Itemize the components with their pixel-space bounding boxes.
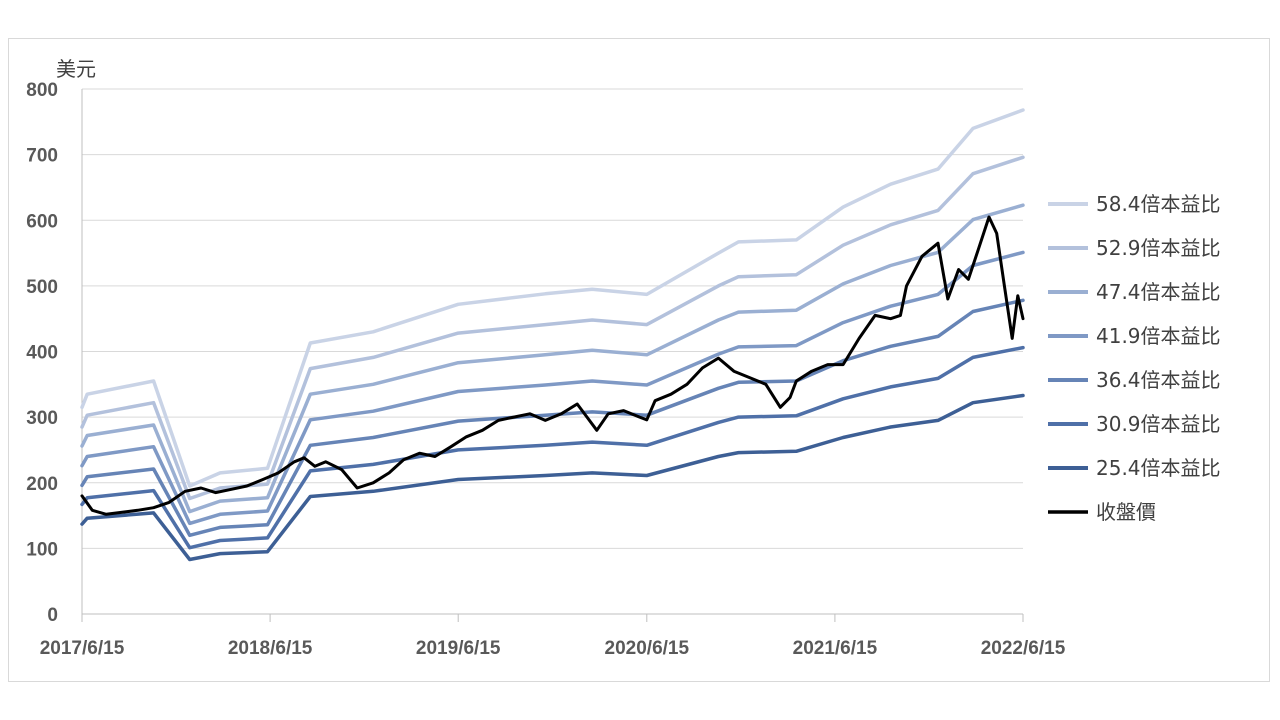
x-tick-label: 2018/6/15 <box>228 638 313 659</box>
legend-label: 58.4倍本益比 <box>1096 192 1221 216</box>
x-axis-ticks: 2017/6/15 2018/6/15 2019/6/15 2020/6/15 2021… <box>40 614 1066 659</box>
x-tick-label: 2021/6/15 <box>793 638 878 659</box>
y-tick-label: 600 <box>26 211 58 232</box>
x-tick-label: 2017/6/15 <box>40 638 125 659</box>
legend-label: 41.9倍本益比 <box>1096 324 1221 348</box>
y-tick-label: 100 <box>26 539 58 560</box>
series-line-pe-band-7 <box>80 393 1025 562</box>
legend-label: 25.4倍本益比 <box>1096 456 1221 480</box>
series-line-pe-band-3 <box>80 203 1025 514</box>
legend-label: 47.4倍本益比 <box>1096 280 1221 304</box>
series-line-pe-band-5 <box>80 298 1025 538</box>
series-line-pe-band-2 <box>80 155 1025 501</box>
series-line-pe-band-4 <box>80 250 1025 526</box>
chart-frame <box>8 38 1270 682</box>
legend-item: 30.9倍本益比 <box>1048 412 1221 436</box>
y-tick-label: 300 <box>26 408 58 429</box>
legend-label: 36.4倍本益比 <box>1096 368 1221 392</box>
legend-label: 30.9倍本益比 <box>1096 412 1221 436</box>
series-lines <box>80 108 1025 562</box>
x-tick-label: 2019/6/15 <box>416 638 501 659</box>
legend-label: 52.9倍本益比 <box>1096 236 1221 260</box>
x-tick-label: 2022/6/15 <box>981 638 1066 659</box>
legend-item: 52.9倍本益比 <box>1048 236 1221 260</box>
legend: 58.4倍本益比 52.9倍本益比 47.4倍本益比 41.9倍本益比 36.4倍本益比… <box>1048 192 1221 524</box>
y-axis-ticks: 0 100 200 300 400 500 600 700 800 <box>26 80 58 626</box>
y-tick-label: 400 <box>26 343 58 364</box>
gridlines <box>82 88 1023 549</box>
legend-item: 25.4倍本益比 <box>1048 456 1221 480</box>
series-line-close-price <box>80 215 1025 516</box>
y-axis-unit-label: 美元 <box>56 57 96 81</box>
y-tick-label: 0 <box>47 605 58 626</box>
legend-item: 收盤價 <box>1048 500 1156 524</box>
x-tick-label: 2020/6/15 <box>605 638 690 659</box>
legend-item: 36.4倍本益比 <box>1048 368 1221 392</box>
axes <box>81 89 1023 615</box>
legend-label: 收盤價 <box>1096 500 1156 524</box>
y-tick-label: 500 <box>26 277 58 298</box>
y-tick-label: 700 <box>26 146 58 167</box>
legend-item: 58.4倍本益比 <box>1048 192 1221 216</box>
series-line-pe-band-6 <box>80 345 1025 550</box>
legend-item: 47.4倍本益比 <box>1048 280 1221 304</box>
y-tick-label: 200 <box>26 474 58 495</box>
series-line-pe-band-1 <box>80 108 1025 488</box>
legend-item: 41.9倍本益比 <box>1048 324 1221 348</box>
y-tick-label: 800 <box>26 80 58 101</box>
